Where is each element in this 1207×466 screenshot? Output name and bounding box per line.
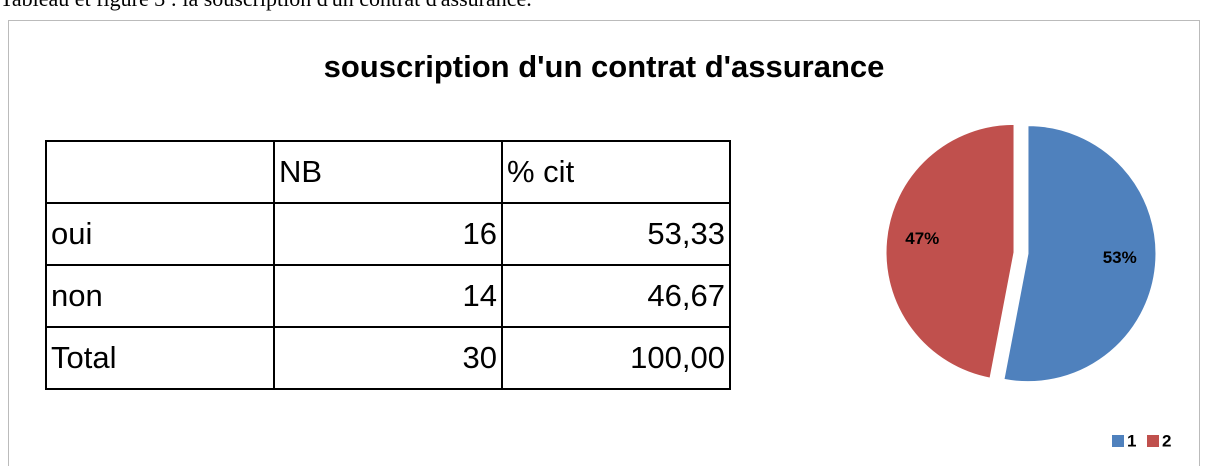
header-row: NB % cit: [45, 140, 731, 204]
header-cell: % cit: [501, 140, 731, 204]
row: oui 16 53,33: [45, 202, 731, 266]
legend-swatch: [1147, 435, 1159, 447]
table: NB % cit oui 16 53,33 non 14 46,67 Total…: [45, 140, 731, 390]
row: Total 30 100,00: [45, 326, 731, 390]
data-label: 53%: [1103, 248, 1137, 267]
header-cell: [45, 140, 275, 204]
legend-label: 2: [1162, 431, 1171, 450]
cell: 14: [273, 264, 503, 328]
cell: 30: [273, 326, 503, 390]
legend-label: 1: [1127, 431, 1136, 450]
pie-slice: [885, 123, 1015, 379]
header-cell: NB: [273, 140, 503, 204]
cell: oui: [45, 202, 275, 266]
legend-swatch: [1112, 435, 1124, 447]
cell: Total: [45, 326, 275, 390]
cell: non: [45, 264, 275, 328]
chart-title: souscription d'un contrat d'assurance: [323, 49, 885, 84]
cell: 46,67: [501, 264, 731, 328]
data-label: 47%: [905, 229, 939, 248]
caption: Tableau et figure 3 : la souscription d'…: [0, 0, 532, 12]
pie-slice: [1003, 125, 1157, 383]
row: non 14 46,67: [45, 264, 731, 328]
figure-box: souscription d'un contrat d'assurance NB…: [8, 20, 1200, 466]
pie-chart: 53% 47% 1 2: [885, 123, 1171, 450]
cell: 16: [273, 202, 503, 266]
cell: 53,33: [501, 202, 731, 266]
cell: 100,00: [501, 326, 731, 390]
